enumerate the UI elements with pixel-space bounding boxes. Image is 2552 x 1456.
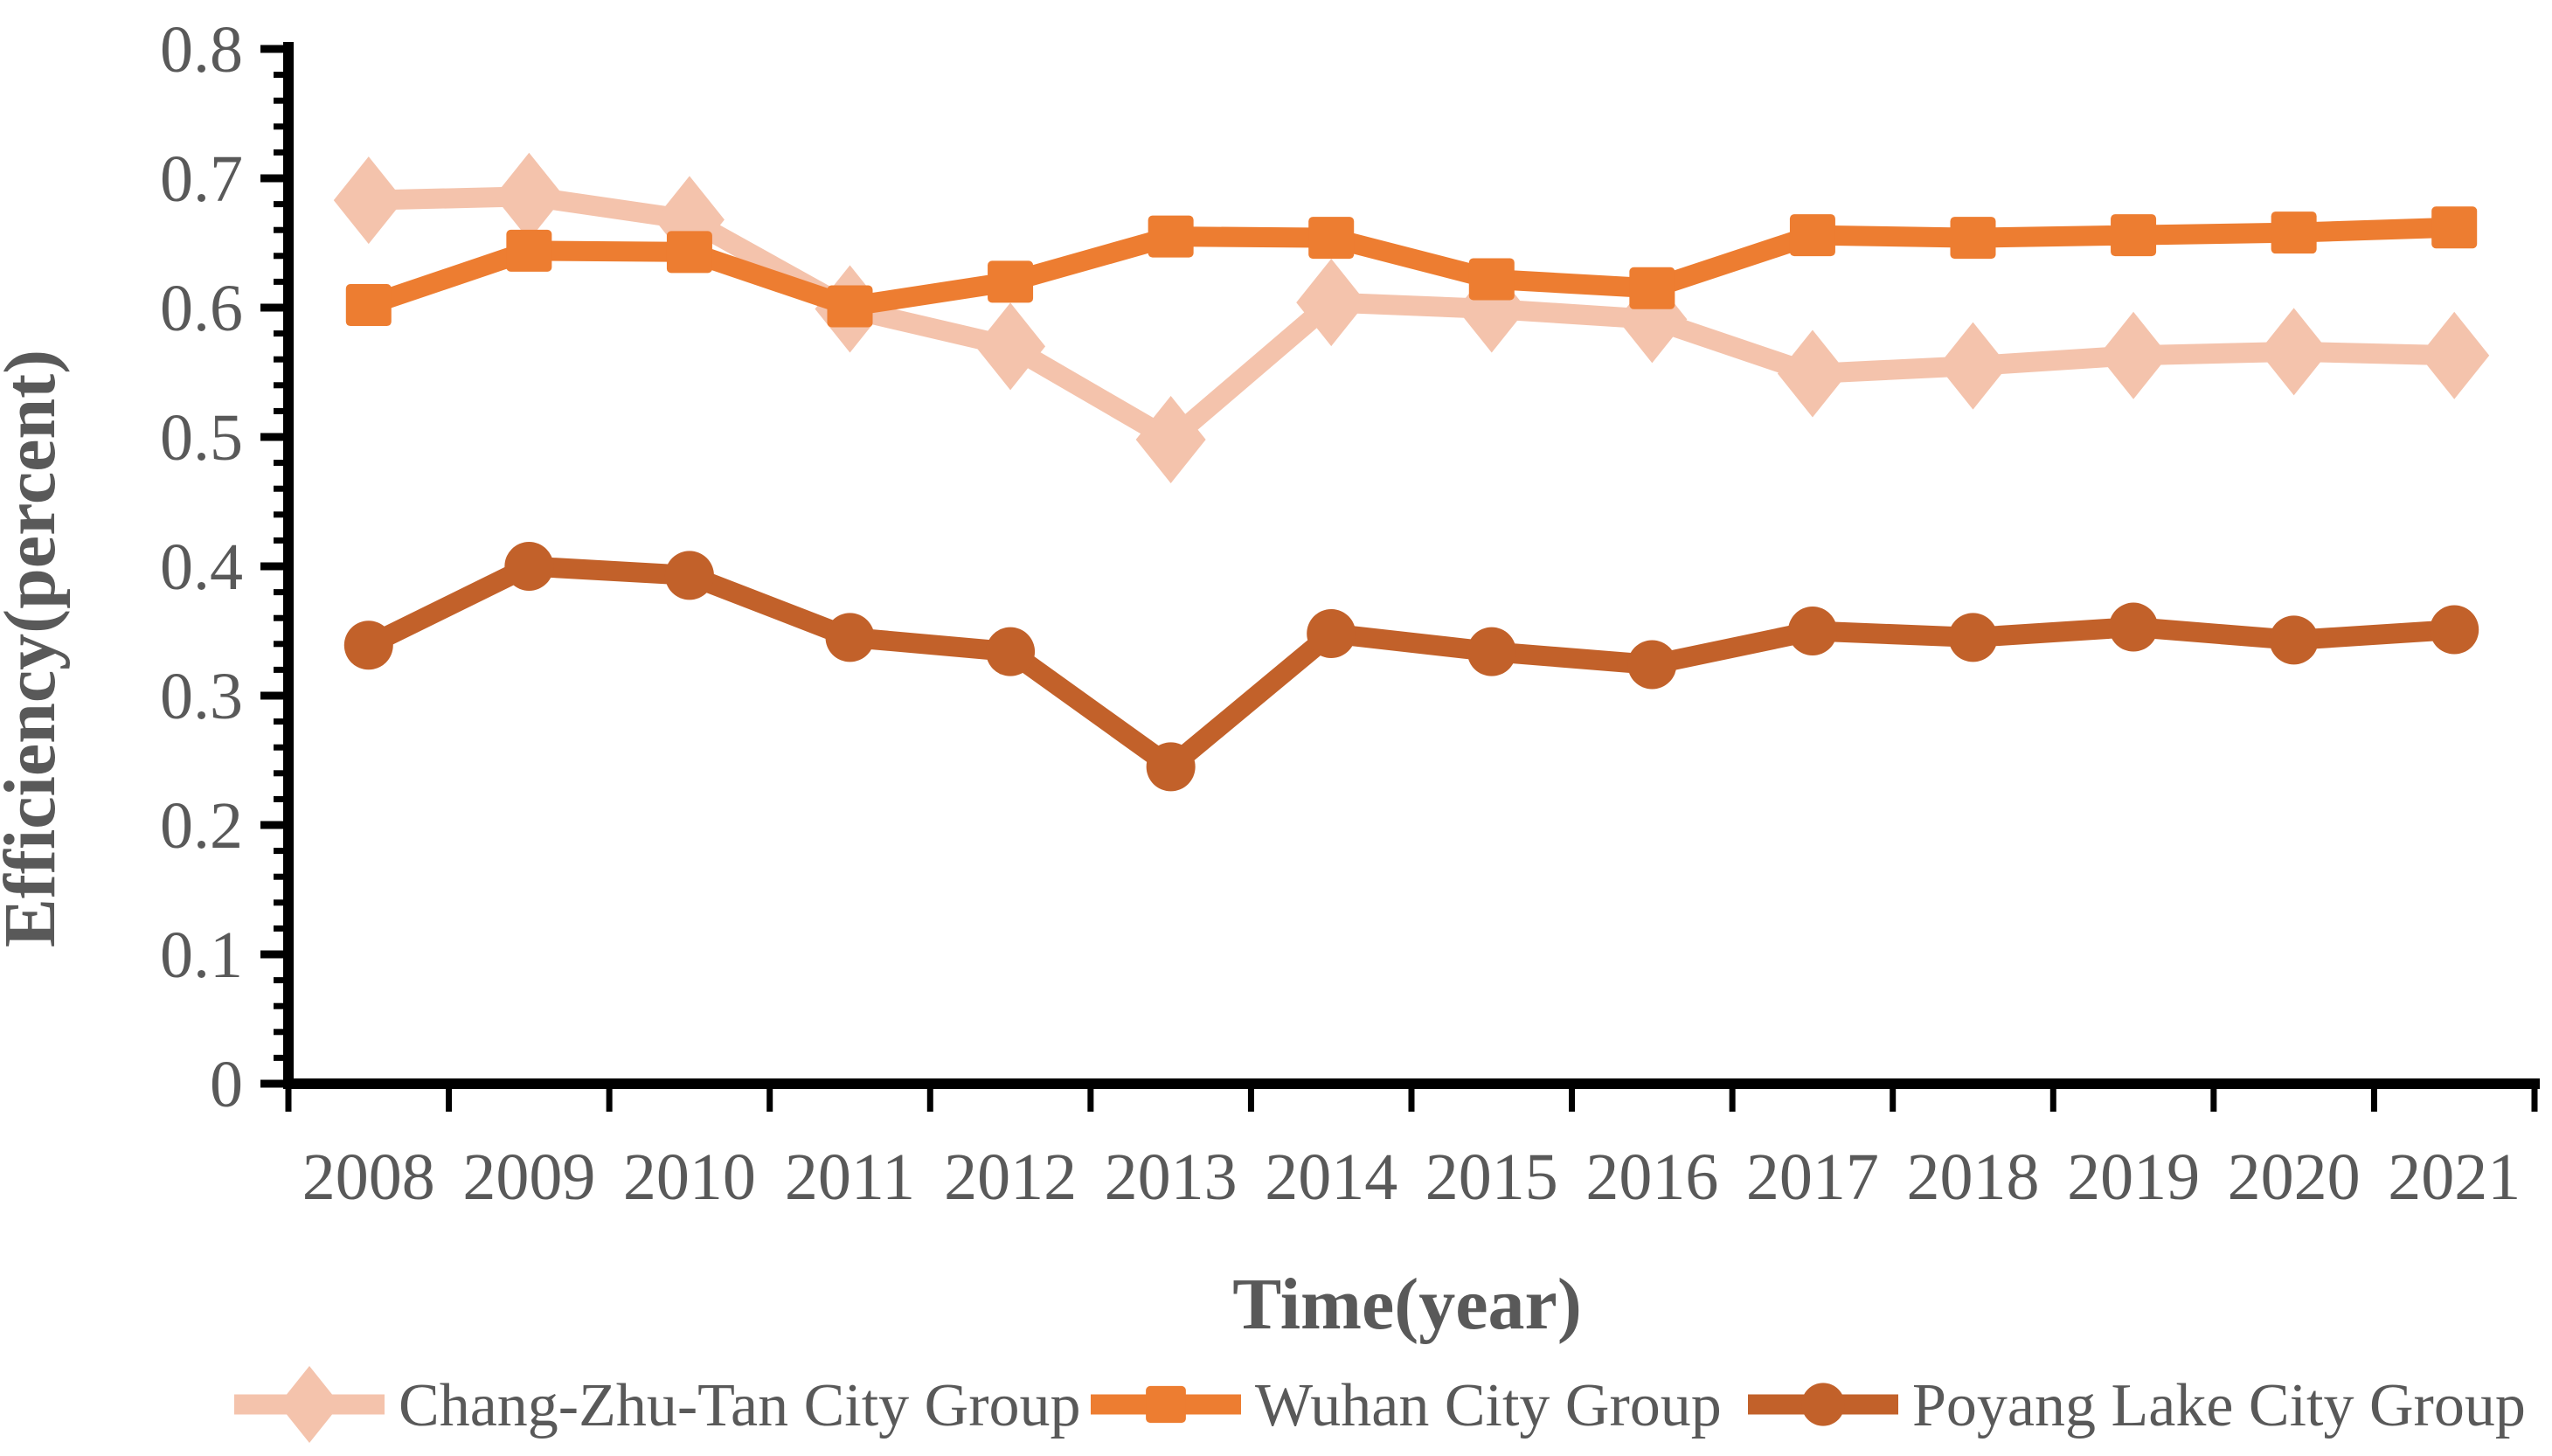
y-axis-title: Efficiency(percent) [0, 350, 71, 947]
legend-marker-diamond-icon [278, 1366, 341, 1443]
legend-item-poyang-lake-city-group: Poyang Lake City Group [1748, 1372, 2526, 1439]
data-point-poyang-lake-city-group-2015 [1467, 627, 1516, 676]
data-point-chang-zhu-tan-city-group-2009 [494, 152, 565, 240]
legend-label-chang-zhu-tan-city-group: Chang-Zhu-Tan City Group [399, 1372, 1081, 1439]
data-point-wuhan-city-group-2009 [506, 229, 552, 272]
data-point-wuhan-city-group-2010 [666, 231, 712, 274]
data-point-chang-zhu-tan-city-group-2019 [2098, 311, 2169, 399]
series-group [333, 152, 2490, 792]
x-axis-title: Time(year) [1232, 1264, 1582, 1345]
series-chang-zhu-tan-city-group [333, 152, 2490, 483]
y-tick-label-0.6: 0.6 [160, 272, 243, 345]
data-point-poyang-lake-city-group-2012 [986, 627, 1036, 676]
data-point-wuhan-city-group-2015 [1468, 258, 1515, 301]
series-poyang-lake-city-group [343, 542, 2479, 792]
data-point-poyang-lake-city-group-2008 [343, 621, 393, 670]
data-point-poyang-lake-city-group-2014 [1307, 608, 1356, 658]
data-point-wuhan-city-group-2008 [345, 284, 392, 327]
data-point-wuhan-city-group-2017 [1789, 214, 1835, 257]
axes: 0 0.1 0.2 0.3 0.4 0.5 0.6 0.7 0.8 2008 2009 2010 201… [160, 13, 2540, 1214]
x-tick-label-2009: 2009 [462, 1141, 595, 1214]
data-point-chang-zhu-tan-city-group-2008 [333, 156, 404, 245]
x-tick-label-2010: 2010 [623, 1141, 756, 1214]
data-point-wuhan-city-group-2012 [988, 260, 1034, 303]
x-tick-label-2018: 2018 [1907, 1141, 2040, 1214]
legend-marker-square-icon [1146, 1385, 1186, 1424]
data-point-poyang-lake-city-group-2016 [1627, 640, 1677, 690]
data-point-wuhan-city-group-2018 [1950, 217, 1996, 260]
data-point-poyang-lake-city-group-2018 [1948, 613, 1998, 662]
data-point-wuhan-city-group-2020 [2271, 211, 2317, 254]
x-tick-label-2012: 2012 [944, 1141, 1077, 1214]
y-tick-label-0.5: 0.5 [160, 401, 243, 475]
legend: Chang-Zhu-Tan City Group Wuhan City Group… [234, 1366, 2526, 1443]
data-point-chang-zhu-tan-city-group-2018 [1938, 322, 2008, 410]
x-tick-label-2020: 2020 [2228, 1141, 2361, 1214]
data-point-chang-zhu-tan-city-group-2020 [2258, 308, 2329, 396]
data-point-poyang-lake-city-group-2017 [1787, 607, 1837, 655]
data-point-poyang-lake-city-group-2009 [504, 542, 554, 591]
data-point-wuhan-city-group-2021 [2431, 206, 2478, 249]
x-tick-label-2014: 2014 [1265, 1141, 1397, 1214]
data-point-wuhan-city-group-2019 [2111, 214, 2157, 257]
x-tick-label-2015: 2015 [1425, 1141, 1558, 1214]
x-tick-label-2008: 2008 [302, 1141, 435, 1214]
series-wuhan-city-group [345, 206, 2478, 328]
y-tick-label-0: 0 [210, 1048, 243, 1121]
data-point-wuhan-city-group-2014 [1308, 217, 1355, 260]
data-point-wuhan-city-group-2016 [1629, 267, 1675, 309]
data-point-chang-zhu-tan-city-group-2017 [1777, 329, 1848, 418]
y-tick-label-0.3: 0.3 [160, 660, 243, 733]
legend-label-wuhan-city-group: Wuhan City Group [1255, 1372, 1722, 1439]
y-tick-label-0.1: 0.1 [160, 919, 243, 992]
legend-marker-circle-icon [1801, 1383, 1845, 1426]
data-point-chang-zhu-tan-city-group-2013 [1135, 395, 1206, 483]
data-point-poyang-lake-city-group-2011 [825, 613, 875, 662]
x-tick-label-2021: 2021 [2388, 1141, 2521, 1214]
x-tick-label-2019: 2019 [2067, 1141, 2200, 1214]
legend-item-wuhan-city-group: Wuhan City Group [1091, 1372, 1722, 1439]
data-point-poyang-lake-city-group-2021 [2430, 605, 2479, 655]
data-point-chang-zhu-tan-city-group-2021 [2419, 311, 2490, 399]
series-line-wuhan-city-group [365, 217, 2455, 317]
data-point-chang-zhu-tan-city-group-2014 [1296, 259, 1367, 347]
legend-label-poyang-lake-city-group: Poyang Lake City Group [1912, 1372, 2526, 1439]
data-point-chang-zhu-tan-city-group-2012 [975, 302, 1046, 391]
series-line-poyang-lake-city-group [364, 556, 2455, 780]
y-tick-label-0.7: 0.7 [160, 142, 243, 216]
y-tick-label-0.2: 0.2 [160, 789, 243, 863]
x-tick-label-2011: 2011 [785, 1141, 915, 1214]
data-point-poyang-lake-city-group-2013 [1146, 742, 1196, 792]
x-tick-label-2013: 2013 [1105, 1141, 1238, 1214]
y-tick-label-0.4: 0.4 [160, 530, 243, 604]
data-point-wuhan-city-group-2011 [827, 285, 873, 328]
x-tick-label-2017: 2017 [1746, 1141, 1879, 1214]
data-point-poyang-lake-city-group-2020 [2269, 615, 2319, 665]
x-tick-label-2016: 2016 [1585, 1141, 1718, 1214]
data-point-poyang-lake-city-group-2010 [664, 551, 714, 600]
data-point-poyang-lake-city-group-2019 [2109, 602, 2159, 652]
y-tick-label-0.8: 0.8 [160, 13, 243, 87]
legend-item-chang-zhu-tan-city-group: Chang-Zhu-Tan City Group [234, 1366, 1081, 1443]
data-point-wuhan-city-group-2013 [1148, 215, 1194, 258]
